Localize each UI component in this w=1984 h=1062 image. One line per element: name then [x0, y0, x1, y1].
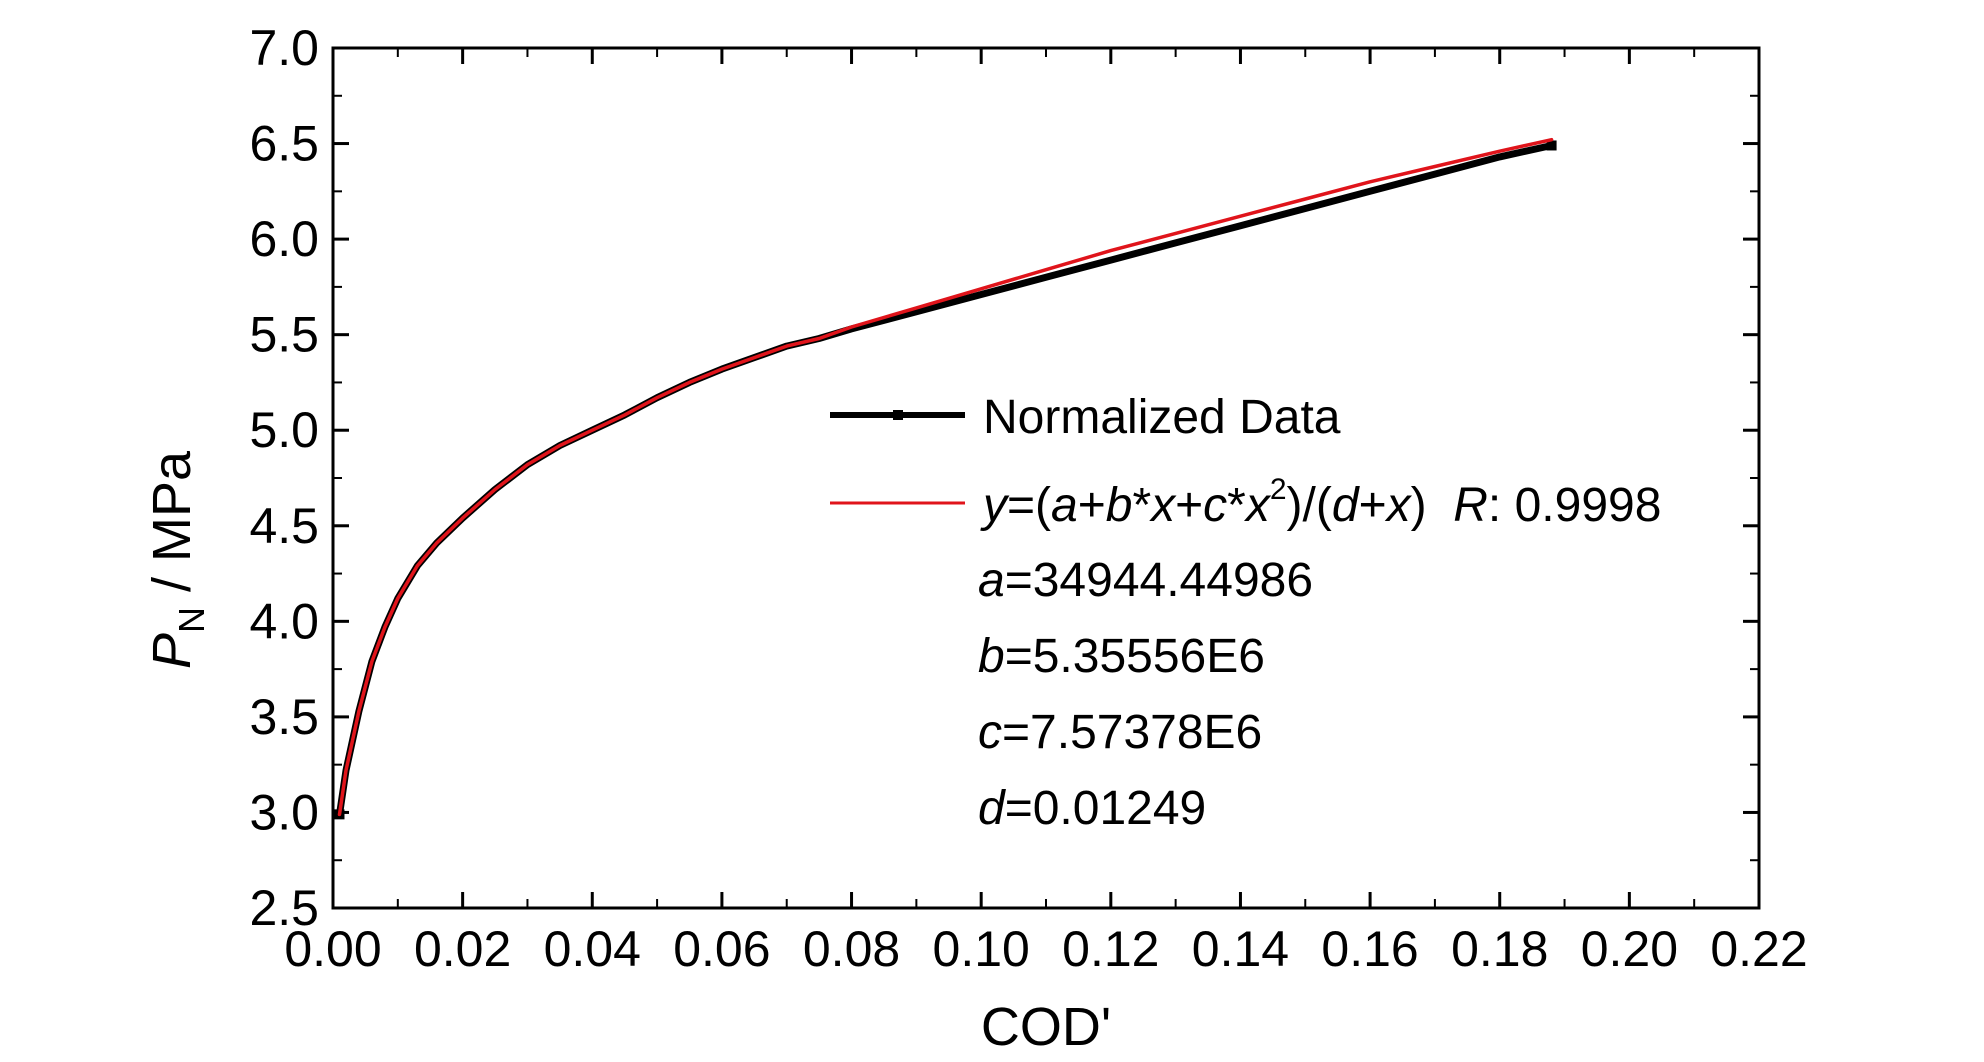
param-b: b=5.35556E6	[978, 630, 1265, 683]
param-a-value: =34944.44986	[1005, 554, 1313, 607]
series-layer	[334, 137, 1557, 820]
param-c-name: c	[978, 706, 1002, 759]
legend-swatch-data-marker	[893, 410, 903, 420]
param-a: a=34944.44986	[978, 554, 1313, 607]
legend-label-data: Normalized Data	[983, 391, 1341, 444]
fit-b: b	[1106, 479, 1133, 532]
fit-eq-7: +	[1359, 479, 1387, 532]
fit-eq-1: =(	[1007, 479, 1051, 532]
param-d-value: =0.01249	[1005, 782, 1207, 835]
y-tick-label-8: 6.5	[249, 116, 319, 172]
fit-exponent: 2	[1270, 473, 1287, 506]
y-tick-label-9: 7.0	[249, 20, 319, 76]
x-tick-label-8: 0.16	[1321, 921, 1418, 977]
fit-eq-8: )	[1411, 479, 1454, 532]
fit-y: y	[980, 479, 1010, 532]
y-tick-label-2: 3.5	[249, 689, 319, 745]
y-axis: 2.5 3.0 3.5 4.0 4.5 5.0 5.5 6.0 6.5 7.0	[249, 20, 1759, 936]
fit-x-3: x	[1385, 479, 1413, 532]
y-tick-label-0: 2.5	[249, 880, 319, 936]
legend: Normalized Data y=(a+b*x+c*x2)/(d+x) R: …	[830, 391, 1661, 532]
fit-eq-2: +	[1078, 479, 1106, 532]
y-tick-label-5: 5.0	[249, 402, 319, 458]
param-c-value: =7.57378E6	[1002, 706, 1262, 759]
series-0-point-end	[1546, 140, 1557, 151]
param-b-value: =5.35556E6	[1005, 630, 1265, 683]
param-a-name: a	[978, 554, 1005, 607]
fit-eq-5: *	[1227, 479, 1246, 532]
legend-label-fit: y=(a+b*x+c*x2)/(d+x) R: 0.9998	[980, 473, 1661, 532]
fit-x-2: x	[1244, 479, 1272, 532]
fit-d: d	[1332, 479, 1360, 532]
y-tick-label-7: 6.0	[249, 211, 319, 267]
x-tick-label-7: 0.14	[1192, 921, 1289, 977]
x-tick-label-10: 0.20	[1581, 921, 1678, 977]
param-c: c=7.57378E6	[978, 706, 1262, 759]
x-tick-label-11: 0.22	[1710, 921, 1807, 977]
fit-eq-6: )/(	[1287, 479, 1332, 532]
y-axis-title: PN / MPa	[142, 450, 212, 669]
fit-eq-3: *	[1132, 479, 1151, 532]
y-tick-label-4: 4.5	[249, 498, 319, 554]
x-axis: 0.00 0.02 0.04 0.06 0.08 0.10 0.12 0.14 0.16 0.18…	[284, 48, 1808, 977]
fit-r-value: : 0.9998	[1488, 479, 1661, 532]
series-line-1	[337, 137, 1554, 817]
y-tick-label-6: 5.5	[249, 307, 319, 363]
x-tick-label-6: 0.12	[1062, 921, 1159, 977]
param-b-name: b	[978, 630, 1005, 683]
x-tick-label-4: 0.08	[803, 921, 900, 977]
x-tick-label-9: 0.18	[1451, 921, 1548, 977]
fit-eq-4: +	[1175, 479, 1203, 532]
fit-r-label: R	[1453, 479, 1488, 532]
x-tick-label-1: 0.02	[414, 921, 511, 977]
fit-a: a	[1051, 479, 1078, 532]
fit-x-1: x	[1149, 479, 1177, 532]
y-axis-title-unit: / MPa	[142, 450, 202, 607]
y-tick-label-1: 3.0	[249, 784, 319, 840]
y-axis-title-main: P	[142, 633, 202, 669]
y-tick-label-3: 4.0	[249, 593, 319, 649]
param-d: d=0.01249	[978, 782, 1206, 835]
x-tick-label-5: 0.10	[933, 921, 1030, 977]
fit-c: c	[1203, 479, 1227, 532]
x-tick-label-3: 0.06	[673, 921, 770, 977]
param-d-name: d	[978, 782, 1006, 835]
y-axis-title-sub: N	[171, 607, 212, 633]
x-tick-label-2: 0.04	[544, 921, 641, 977]
fit-parameters: a=34944.44986 b=5.35556E6 c=7.57378E6 d=…	[978, 554, 1313, 835]
x-axis-title: COD'	[981, 997, 1111, 1057]
x-tick-label-0: 0.00	[284, 921, 381, 977]
plot-area-frame	[331, 46, 1761, 910]
